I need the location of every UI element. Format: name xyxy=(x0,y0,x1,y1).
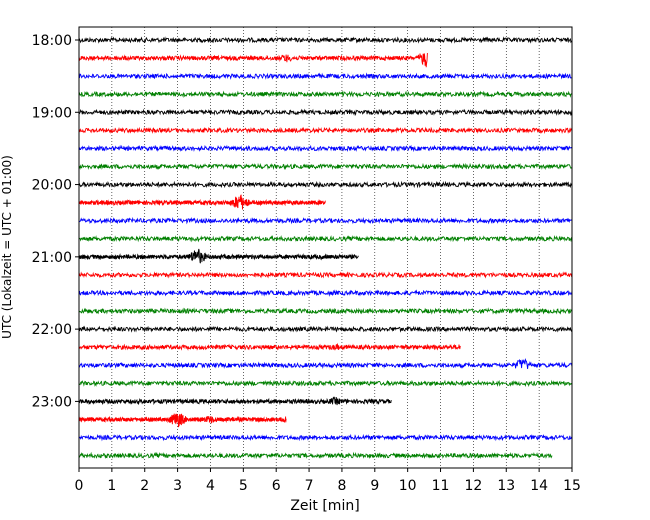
plot-frame xyxy=(78,26,573,469)
trace-row-23 xyxy=(78,451,553,460)
x-tick-label-3: 3 xyxy=(173,478,182,494)
trace-row-11 xyxy=(78,235,573,243)
y-axis-ticks: 18:00 19:00 20:00 21:00 22:00 23:00 xyxy=(32,33,79,410)
x-tick-label-8: 8 xyxy=(337,478,346,494)
y-tick-label-1: 19:00 xyxy=(32,105,72,121)
trace-row-20 xyxy=(78,396,392,406)
trace-row-2 xyxy=(78,72,573,80)
x-tick-label-6: 6 xyxy=(272,478,281,494)
x-tick-label-15: 15 xyxy=(563,478,581,494)
trace-row-6 xyxy=(78,144,573,153)
trace-row-17 xyxy=(78,342,461,351)
trace-rows xyxy=(78,36,573,460)
trace-row-14 xyxy=(78,289,573,297)
trace-row-9 xyxy=(78,194,326,210)
y-tick-label-5: 23:00 xyxy=(32,394,72,410)
x-tick-label-13: 13 xyxy=(497,478,515,494)
trace-row-4 xyxy=(78,108,573,116)
x-tick-label-0: 0 xyxy=(75,478,84,494)
trace-row-3 xyxy=(78,90,573,98)
trace-row-1 xyxy=(78,52,428,68)
trace-row-16 xyxy=(78,325,573,333)
x-tick-label-9: 9 xyxy=(370,478,379,494)
trace-row-10 xyxy=(78,216,573,225)
y-tick-label-4: 22:00 xyxy=(32,322,72,338)
x-tick-label-10: 10 xyxy=(399,478,417,494)
trace-row-8 xyxy=(78,180,573,189)
x-tick-label-14: 14 xyxy=(530,478,548,494)
x-tick-label-1: 1 xyxy=(107,478,116,494)
trace-row-5 xyxy=(78,126,573,135)
x-axis-ticks: 0 1 2 3 4 5 6 7 8 9 10 11 12 13 14 15 xyxy=(75,468,581,494)
y-axis-label: UTC (Lokalzeit = UTC + 01:00) xyxy=(0,155,14,339)
x-tick-label-5: 5 xyxy=(239,478,248,494)
x-tick-label-12: 12 xyxy=(464,478,482,494)
trace-row-0 xyxy=(78,36,573,44)
trace-row-7 xyxy=(78,162,573,171)
trace-row-13 xyxy=(78,271,573,279)
x-tick-label-11: 11 xyxy=(432,478,450,494)
y-tick-label-0: 18:00 xyxy=(32,33,72,49)
x-tick-label-2: 2 xyxy=(140,478,149,494)
trace-row-12 xyxy=(78,248,359,264)
trace-row-22 xyxy=(78,433,573,442)
y-tick-label-2: 20:00 xyxy=(32,178,72,194)
x-axis-label: Zeit [min] xyxy=(290,498,359,514)
plot-background xyxy=(79,27,572,468)
trace-row-21 xyxy=(78,413,287,428)
y-tick-label-3: 21:00 xyxy=(32,250,72,266)
x-tick-label-7: 7 xyxy=(305,478,314,494)
trace-row-15 xyxy=(78,307,573,315)
trace-row-18 xyxy=(78,358,573,370)
x-tick-label-4: 4 xyxy=(206,478,215,494)
trace-row-19 xyxy=(78,379,573,388)
